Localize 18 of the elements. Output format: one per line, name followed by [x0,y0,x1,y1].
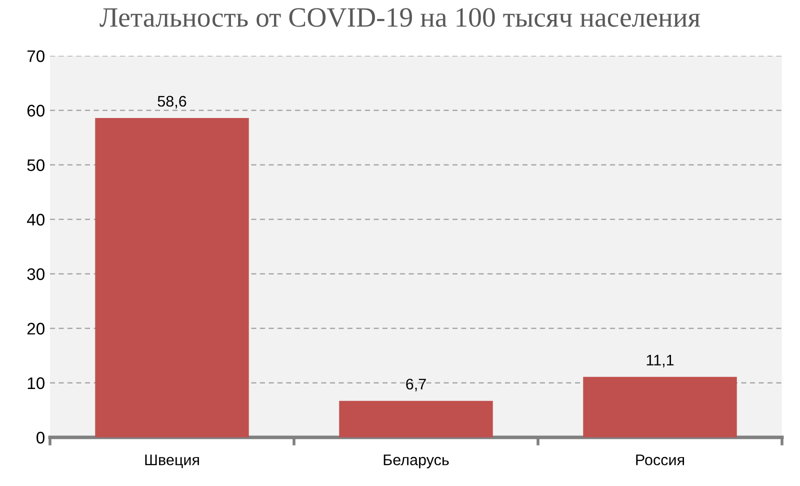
x-tick-label: Россия [636,454,684,466]
bar [583,376,737,438]
y-tick-label: 30 [27,268,44,280]
y-tick-label: 40 [26,214,44,226]
data-label: 58,6 [158,96,186,108]
x-tick-label: Беларусь [384,454,449,468]
y-tick-label: 70 [27,50,44,62]
y-tick-label: 60 [27,104,44,117]
data-label: 6,7 [406,378,426,392]
data-label: 11,1 [646,354,674,368]
bar [339,400,493,438]
chart-title: Летальность от COVID-19 на 100 тысяч населения [100,8,700,27]
y-tick-label: 0 [36,432,44,444]
y-tick-label: 10 [28,377,44,390]
x-tick-label: Швеция [145,454,199,468]
bar [95,118,249,438]
y-tick-label: 20 [27,322,44,335]
y-tick-label: 50 [27,159,44,172]
